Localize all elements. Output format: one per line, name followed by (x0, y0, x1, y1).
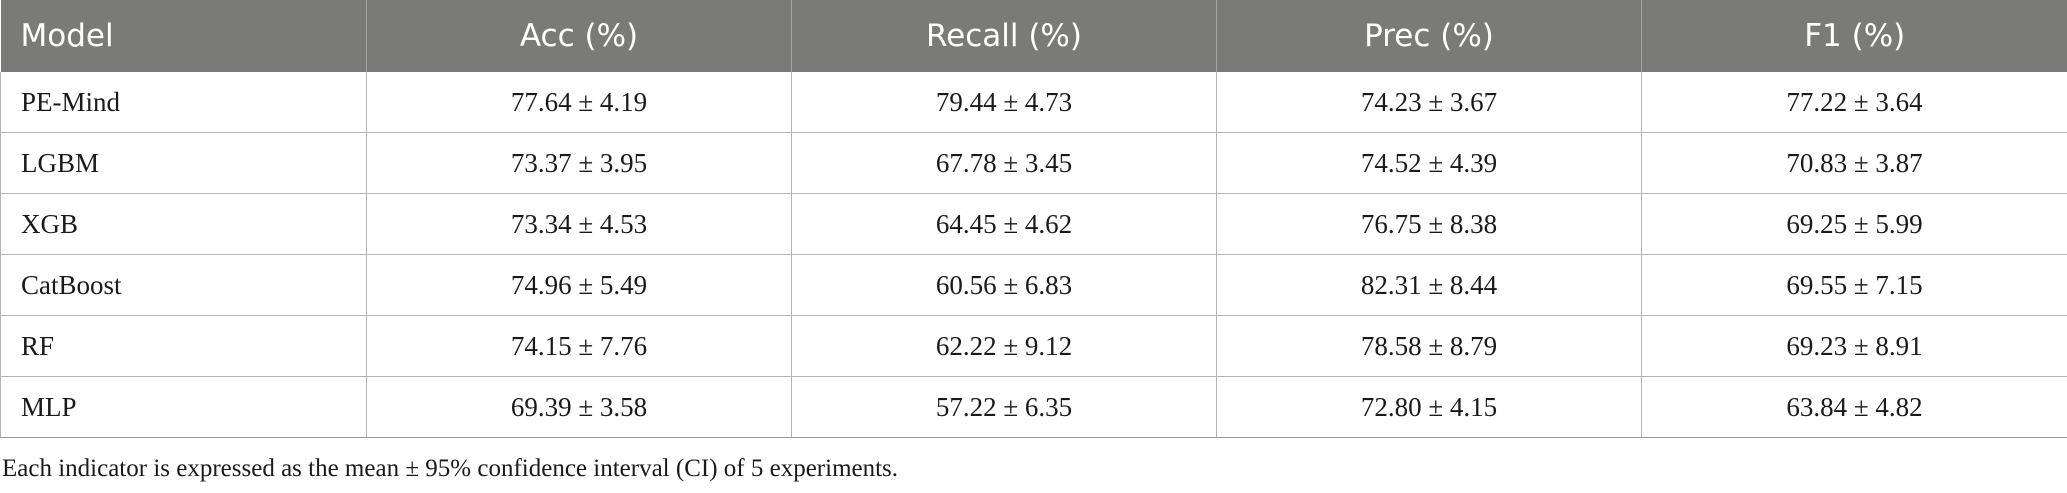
model-cell: XGB (0, 193, 367, 255)
table-footnote: Each indicator is expressed as the mean … (2, 455, 899, 482)
f1-cell: 69.25 ± 5.99 (1641, 193, 2067, 255)
model-cell: RF (0, 315, 367, 377)
prec-cell: 82.31 ± 8.44 (1216, 254, 1642, 316)
column-header-f1: F1 (%) (1641, 0, 2067, 72)
results-table-container: Model Acc (%) Recall (%) Prec (%) F1 (%)… (0, 0, 2067, 438)
table-row: MLP 69.39 ± 3.58 57.22 ± 6.35 72.80 ± 4.… (0, 376, 2067, 438)
f1-cell: 69.55 ± 7.15 (1641, 254, 2067, 316)
f1-cell: 69.23 ± 8.91 (1641, 315, 2067, 377)
column-header-prec: Prec (%) (1216, 0, 1642, 72)
recall-cell: 60.56 ± 6.83 (791, 254, 1217, 316)
recall-cell: 79.44 ± 4.73 (791, 72, 1217, 133)
f1-cell: 63.84 ± 4.82 (1641, 376, 2067, 438)
column-header-recall: Recall (%) (791, 0, 1217, 72)
header-row: Model Acc (%) Recall (%) Prec (%) F1 (%) (0, 0, 2067, 72)
model-cell: CatBoost (0, 254, 367, 316)
f1-cell: 77.22 ± 3.64 (1641, 72, 2067, 133)
recall-cell: 57.22 ± 6.35 (791, 376, 1217, 438)
acc-cell: 73.34 ± 4.53 (366, 193, 792, 255)
results-table: Model Acc (%) Recall (%) Prec (%) F1 (%)… (0, 0, 2067, 438)
f1-cell: 70.83 ± 3.87 (1641, 132, 2067, 194)
recall-cell: 64.45 ± 4.62 (791, 193, 1217, 255)
table-row: RF 74.15 ± 7.76 62.22 ± 9.12 78.58 ± 8.7… (0, 315, 2067, 377)
acc-cell: 74.15 ± 7.76 (366, 315, 792, 377)
model-cell: MLP (0, 376, 367, 438)
acc-cell: 74.96 ± 5.49 (366, 254, 792, 316)
prec-cell: 76.75 ± 8.38 (1216, 193, 1642, 255)
prec-cell: 74.23 ± 3.67 (1216, 72, 1642, 133)
acc-cell: 69.39 ± 3.58 (366, 376, 792, 438)
prec-cell: 72.80 ± 4.15 (1216, 376, 1642, 438)
prec-cell: 78.58 ± 8.79 (1216, 315, 1642, 377)
column-header-acc: Acc (%) (366, 0, 792, 72)
model-cell: PE-Mind (0, 72, 367, 133)
column-header-model: Model (0, 0, 367, 72)
table-row: LGBM 73.37 ± 3.95 67.78 ± 3.45 74.52 ± 4… (0, 132, 2067, 194)
table-body: PE-Mind 77.64 ± 4.19 79.44 ± 4.73 74.23 … (0, 72, 2067, 438)
table-header: Model Acc (%) Recall (%) Prec (%) F1 (%) (0, 0, 2067, 72)
model-cell: LGBM (0, 132, 367, 194)
table-row: CatBoost 74.96 ± 5.49 60.56 ± 6.83 82.31… (0, 254, 2067, 316)
prec-cell: 74.52 ± 4.39 (1216, 132, 1642, 194)
recall-cell: 67.78 ± 3.45 (791, 132, 1217, 194)
acc-cell: 77.64 ± 4.19 (366, 72, 792, 133)
acc-cell: 73.37 ± 3.95 (366, 132, 792, 194)
table-row: XGB 73.34 ± 4.53 64.45 ± 4.62 76.75 ± 8.… (0, 193, 2067, 255)
table-row: PE-Mind 77.64 ± 4.19 79.44 ± 4.73 74.23 … (0, 72, 2067, 133)
recall-cell: 62.22 ± 9.12 (791, 315, 1217, 377)
